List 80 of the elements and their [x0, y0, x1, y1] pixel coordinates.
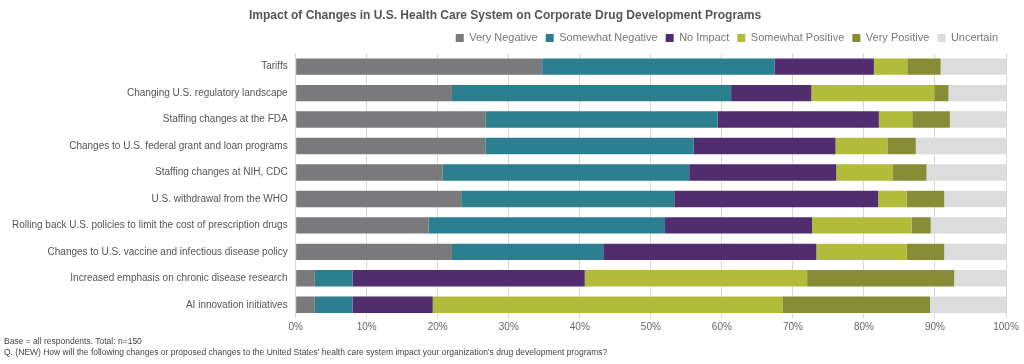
y-tick-label: Tariffs	[261, 60, 288, 72]
bar	[906, 243, 945, 261]
x-tick-label: 20%	[427, 320, 448, 332]
bar	[911, 217, 931, 234]
bar	[428, 217, 666, 234]
bar	[934, 84, 949, 102]
bar	[296, 164, 443, 181]
y-tick-label: U.S. withdrawal from the WHO	[151, 192, 288, 204]
bar	[693, 137, 836, 155]
bar	[542, 58, 775, 75]
bar	[873, 58, 908, 75]
bar	[584, 270, 808, 287]
chart-title: Impact of Changes in U.S. Health Care System on Corporate Drug Development Programs	[248, 7, 762, 22]
bar	[674, 190, 879, 208]
bar	[442, 164, 690, 181]
bar	[296, 217, 429, 234]
y-tick-label: Changes to U.S. vaccine and infectious disease policy	[47, 245, 288, 257]
y-tick-label: Changes to U.S. federal grant and loan programs	[69, 139, 288, 151]
bar	[774, 58, 874, 75]
bar	[461, 190, 675, 208]
x-tick-label: 30%	[498, 320, 519, 332]
bar	[451, 84, 732, 102]
bar	[807, 270, 955, 287]
x-tick-label: 100%	[993, 320, 1019, 332]
legend-label: Somewhat Positive	[750, 30, 845, 43]
bar	[296, 84, 452, 102]
bar	[296, 270, 315, 287]
legend-label: Uncertain	[950, 30, 998, 43]
bar	[717, 111, 879, 128]
bar	[296, 296, 315, 313]
bar	[451, 243, 604, 261]
bar	[603, 243, 817, 261]
y-tick-label: Increased emphasis on chronic disease research	[70, 272, 288, 284]
bar	[296, 58, 543, 75]
bar	[432, 296, 783, 313]
x-tick-label: 80%	[853, 320, 875, 332]
bar	[812, 217, 912, 234]
bar	[835, 137, 888, 155]
y-tick-label: AI innovation initiatives	[185, 298, 288, 310]
bar	[811, 84, 935, 102]
bar	[485, 137, 694, 155]
bar	[314, 270, 353, 287]
bar	[906, 190, 945, 208]
bar	[352, 296, 433, 313]
x-tick-label: 10%	[356, 320, 377, 332]
x-tick-label: 0%	[288, 320, 304, 332]
x-tick-label: 60%	[711, 320, 732, 332]
bar	[887, 137, 916, 155]
bar	[296, 190, 462, 208]
bar	[878, 190, 907, 208]
bar	[782, 296, 930, 313]
x-tick-label: 90%	[924, 320, 946, 332]
bar	[689, 164, 837, 181]
text: Base = all respondents. Total: n=150	[4, 336, 143, 347]
legend-label: Somewhat Negative	[559, 30, 658, 43]
legend-label: Very Negative	[469, 30, 538, 43]
y-tick-label: Changing U.S. regulatory landscape	[127, 86, 289, 98]
bar	[296, 111, 486, 128]
bar	[485, 111, 718, 128]
bar	[665, 217, 813, 234]
bar	[352, 270, 585, 287]
y-tick-label: Rolling back U.S. policies to limit the cost of prescription drugs	[11, 219, 288, 231]
bar	[296, 243, 452, 261]
bar	[296, 137, 486, 155]
bar	[731, 84, 812, 102]
bar	[907, 58, 941, 75]
x-tick-label: 70%	[782, 320, 804, 332]
legend-label: Very Positive	[865, 30, 930, 43]
bar	[816, 243, 907, 261]
legend-label: No Impact	[679, 30, 730, 43]
bar	[893, 164, 927, 181]
x-tick-label: 50%	[640, 320, 661, 332]
bar	[314, 296, 353, 313]
y-tick-label: Staffing changes at the FDA	[162, 113, 288, 125]
y-tick-label: Staffing changes at NIH, CDC	[155, 166, 288, 178]
bar	[836, 164, 894, 181]
x-tick-label: 40%	[569, 320, 590, 332]
bar	[878, 111, 913, 128]
text: Q. (NEW) How will the following changes or proposed changes to the United States' health care system impact your organization's drug development programs?	[4, 347, 608, 358]
bar	[912, 111, 950, 128]
